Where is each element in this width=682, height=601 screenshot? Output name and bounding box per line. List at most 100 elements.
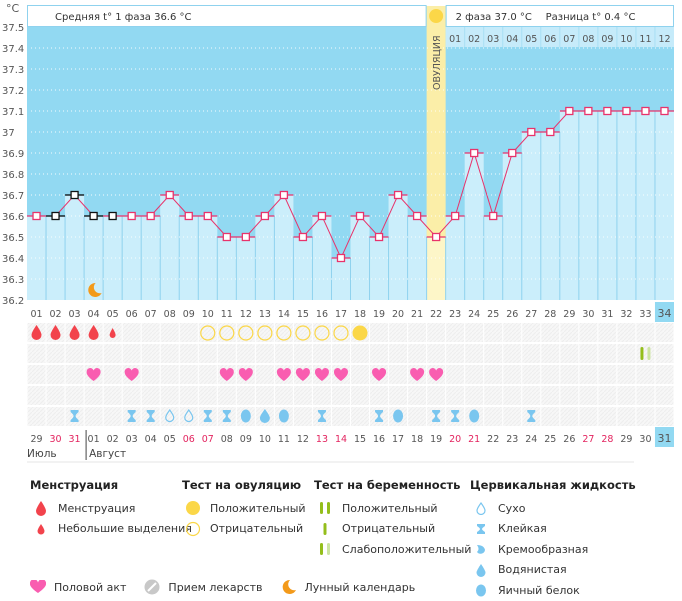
marker-cell <box>27 344 46 363</box>
marker-cell <box>579 323 598 342</box>
empty-circle-icon <box>182 521 204 537</box>
phase2-day-label: 11 <box>639 34 651 45</box>
intercourse-heart-icon <box>333 368 349 381</box>
ovulation-band <box>426 6 446 237</box>
temperature-point <box>241 232 250 242</box>
marker-cell <box>255 386 274 405</box>
cycle-day-label: 30 <box>582 309 594 320</box>
cycle-day-label: 20 <box>392 309 404 320</box>
marker-cell <box>541 323 560 342</box>
y-tick-label: 36.9 <box>2 149 24 160</box>
marker-cell <box>617 365 636 384</box>
marker-cell <box>370 344 389 363</box>
temperature-point <box>70 190 79 200</box>
marker-cell <box>46 407 65 426</box>
cycle-day-label: 02 <box>49 309 61 320</box>
egg-white-fluid-icon <box>278 409 289 423</box>
temperature-point <box>127 211 136 221</box>
cycle-day-label: 25 <box>487 309 499 320</box>
marker-cell <box>427 323 446 342</box>
marker-cell <box>522 365 541 384</box>
marker-cell <box>27 386 46 405</box>
cycle-day-label: 18 <box>354 309 366 320</box>
temperature-point <box>451 211 460 221</box>
temperature-point <box>565 106 574 116</box>
temperature-bar <box>635 111 655 300</box>
marker-cell <box>160 386 179 405</box>
marker-cell <box>370 323 389 342</box>
phase2-day-label: 04 <box>506 34 518 45</box>
calendar-date-label: 20 <box>449 434 461 445</box>
intercourse-heart-icon <box>219 368 234 381</box>
intercourse-heart-icon <box>124 368 139 381</box>
marker-cell <box>522 386 541 405</box>
calendar-date-label: 24 <box>525 434 537 445</box>
marker-cell <box>427 386 446 405</box>
ovulation-test-negative-icon <box>200 325 216 341</box>
marker-cell <box>274 344 293 363</box>
temperature-point <box>584 106 593 116</box>
temperature-point <box>431 232 441 242</box>
y-tick-label: 36.5 <box>2 233 24 244</box>
marker-cell <box>65 344 84 363</box>
marker-cell <box>408 386 427 405</box>
marker-cell <box>655 407 674 426</box>
calendar-date-label: 08 <box>221 434 233 445</box>
marker-cell <box>503 323 522 342</box>
phase2-day-label: 06 <box>544 34 556 45</box>
marker-cell <box>236 344 255 363</box>
sticky-fluid-icon <box>375 410 384 422</box>
two-lines-icon <box>314 501 336 515</box>
temperature-point <box>527 127 536 137</box>
temperature-bar <box>255 216 275 300</box>
y-tick-label: 37.1 <box>2 107 24 118</box>
date-row: 01 02 03 04 05 06 07 08 09 10 11 12 13 14 15 16 17 18 19 20… <box>27 302 674 463</box>
phase2-day-label: 05 <box>525 34 537 45</box>
y-tick-label: 36.4 <box>2 254 24 265</box>
intercourse-heart-icon <box>372 368 387 381</box>
calendar-date-label: 03 <box>126 434 138 445</box>
marker-cell <box>103 344 122 363</box>
calendar-date-label: 23 <box>506 434 518 445</box>
marker-cell <box>484 365 503 384</box>
marker-cell <box>522 323 541 342</box>
temperature-bar <box>388 195 408 300</box>
intercourse-heart-icon <box>86 368 101 381</box>
marker-cell <box>46 344 65 363</box>
marker-cell <box>179 344 198 363</box>
y-tick-label: 36.2 <box>2 296 24 307</box>
marker-cell <box>446 386 465 405</box>
menstruation-drop-icon <box>31 325 42 340</box>
marker-cell <box>389 344 408 363</box>
marker-cell <box>84 386 103 405</box>
temperature-point <box>508 148 517 158</box>
calendar-date-label: 05 <box>164 434 176 445</box>
legend-label: Яичный белок <box>498 583 580 597</box>
temperature-bar <box>426 237 446 300</box>
temperature-point <box>165 190 174 200</box>
ovulation-test-negative-icon <box>295 325 311 341</box>
marker-cell <box>46 386 65 405</box>
egg-white-fluid-icon <box>393 409 404 423</box>
sticky-fluid-icon <box>222 410 231 422</box>
temperature-point <box>355 211 365 221</box>
ovulation-label: ОВУЛЯЦИЯ <box>432 35 443 90</box>
marker-cell <box>598 407 617 426</box>
temperature-bar <box>502 153 522 300</box>
cycle-day-label: 26 <box>506 309 518 320</box>
legend-label: Положительный <box>342 501 438 515</box>
calendar-date-label: 29 <box>30 434 42 445</box>
spotting-drop-icon <box>109 328 116 338</box>
cycle-day-label: 34 <box>657 307 671 320</box>
y-tick-label: 37.4 <box>2 44 24 55</box>
y-tick-label: 37.3 <box>2 65 24 76</box>
temperature-point <box>412 211 422 221</box>
legend-title: Тест на овуляцию <box>182 478 302 492</box>
calendar-date-label: 10 <box>259 434 271 445</box>
marker-cell <box>617 386 636 405</box>
temperature-bar <box>464 153 484 300</box>
temperature-point <box>89 211 98 221</box>
cycle-day-label: 29 <box>563 309 575 320</box>
legend-label: Лунный календарь <box>304 580 416 594</box>
sticky-fluid-icon <box>527 410 536 422</box>
